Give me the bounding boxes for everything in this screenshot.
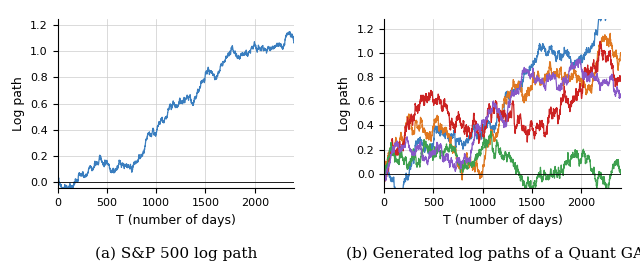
Text: (a) S&P 500 log path: (a) S&P 500 log path: [95, 247, 257, 261]
Text: (b) Generated log paths of a Quant GA...: (b) Generated log paths of a Quant GA...: [346, 247, 640, 261]
X-axis label: T (number of days): T (number of days): [116, 214, 236, 226]
Y-axis label: Log path: Log path: [338, 76, 351, 131]
X-axis label: T (number of days): T (number of days): [442, 214, 563, 226]
Y-axis label: Log path: Log path: [12, 76, 24, 131]
